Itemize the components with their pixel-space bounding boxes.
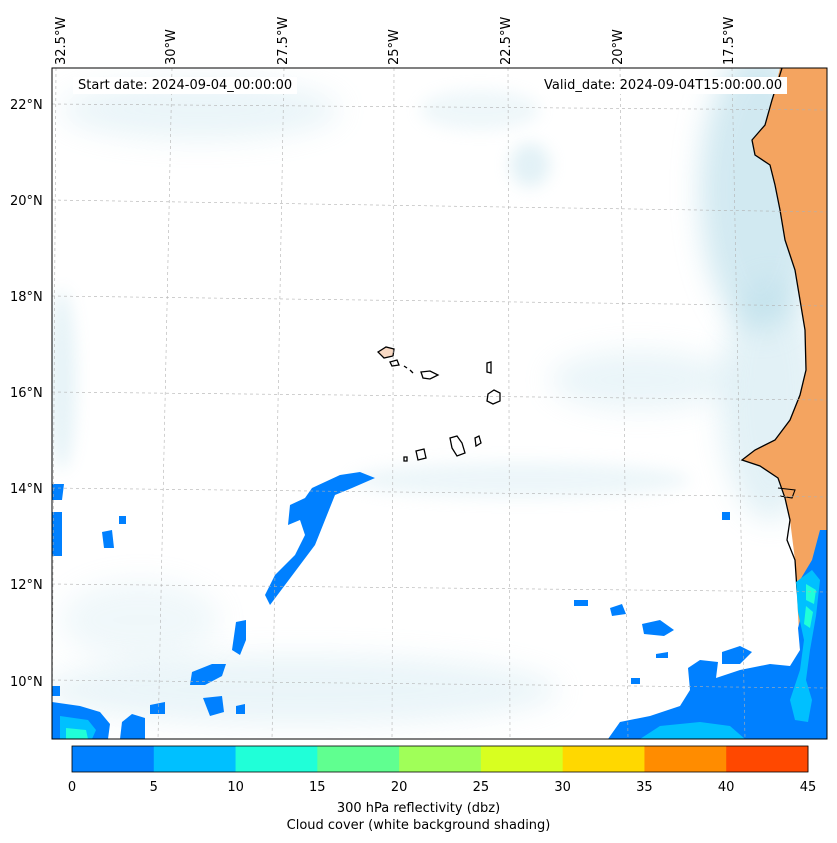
colorbar-bin [153, 746, 237, 772]
colorbar-bin [562, 746, 645, 772]
colorbar-bin [72, 746, 155, 772]
colorbar-tick: 45 [799, 780, 817, 795]
lon-label-17.5w: 17.5°W [722, 16, 737, 65]
start-date-label: Start date: 2024-09-04_00:00:00 [73, 77, 298, 94]
reflectivity-contours [52, 472, 827, 739]
colorbar-tick: 5 [149, 780, 158, 795]
colorbar-bin [235, 746, 318, 772]
lon-label-25w: 25°W [387, 29, 402, 65]
lat-label-22n: 22°N [10, 98, 43, 113]
cape-verde-islands [376, 346, 501, 462]
gambia-border [777, 487, 796, 499]
lat-label-20n: 20°N [10, 194, 43, 209]
colorbar-bin [644, 746, 727, 772]
lat-label-10n: 10°N [10, 675, 43, 690]
lon-label-20w: 20°W [611, 29, 626, 65]
cloud-cover-shading [52, 68, 820, 725]
colorbar-frame [71, 745, 809, 773]
colorbar-tick: 35 [636, 780, 653, 795]
gridlines [52, 68, 827, 739]
valid-date-label: Valid_date: 2024-09-04T15:00:00.00 [539, 77, 788, 94]
colorbar-bin [726, 746, 809, 772]
colorbar-sublabel: Cloud cover (white background shading) [286, 818, 551, 833]
colorbar-tick: 10 [227, 780, 244, 795]
map-frame [51, 67, 828, 740]
lat-label-18n: 18°N [10, 290, 43, 305]
colorbar-tick: 15 [309, 780, 326, 795]
lon-label-27.5w: 27.5°W [276, 16, 291, 65]
colorbar-tick: 25 [472, 780, 490, 795]
colorbar-label: 300 hPa reflectivity (dbz) [336, 801, 501, 816]
colorbar-bin [399, 746, 482, 772]
lat-label-16n: 16°N [10, 386, 43, 401]
lon-label-30w: 30°W [164, 29, 179, 65]
colorbar-tick: 20 [390, 780, 408, 795]
colorbar-bin [480, 746, 564, 772]
colorbar-tick: 40 [717, 780, 735, 795]
colorbar-tick: 30 [554, 780, 571, 795]
lat-label-14n: 14°N [10, 482, 43, 497]
colorbar-tick: 0 [67, 780, 77, 795]
colorbar-bin [317, 746, 400, 772]
lon-label-32.5w: 32.5°W [54, 16, 69, 65]
lon-label-22.5w: 22.5°W [499, 16, 514, 65]
lat-label-12n: 12°N [10, 578, 43, 593]
colorbar [72, 746, 809, 772]
